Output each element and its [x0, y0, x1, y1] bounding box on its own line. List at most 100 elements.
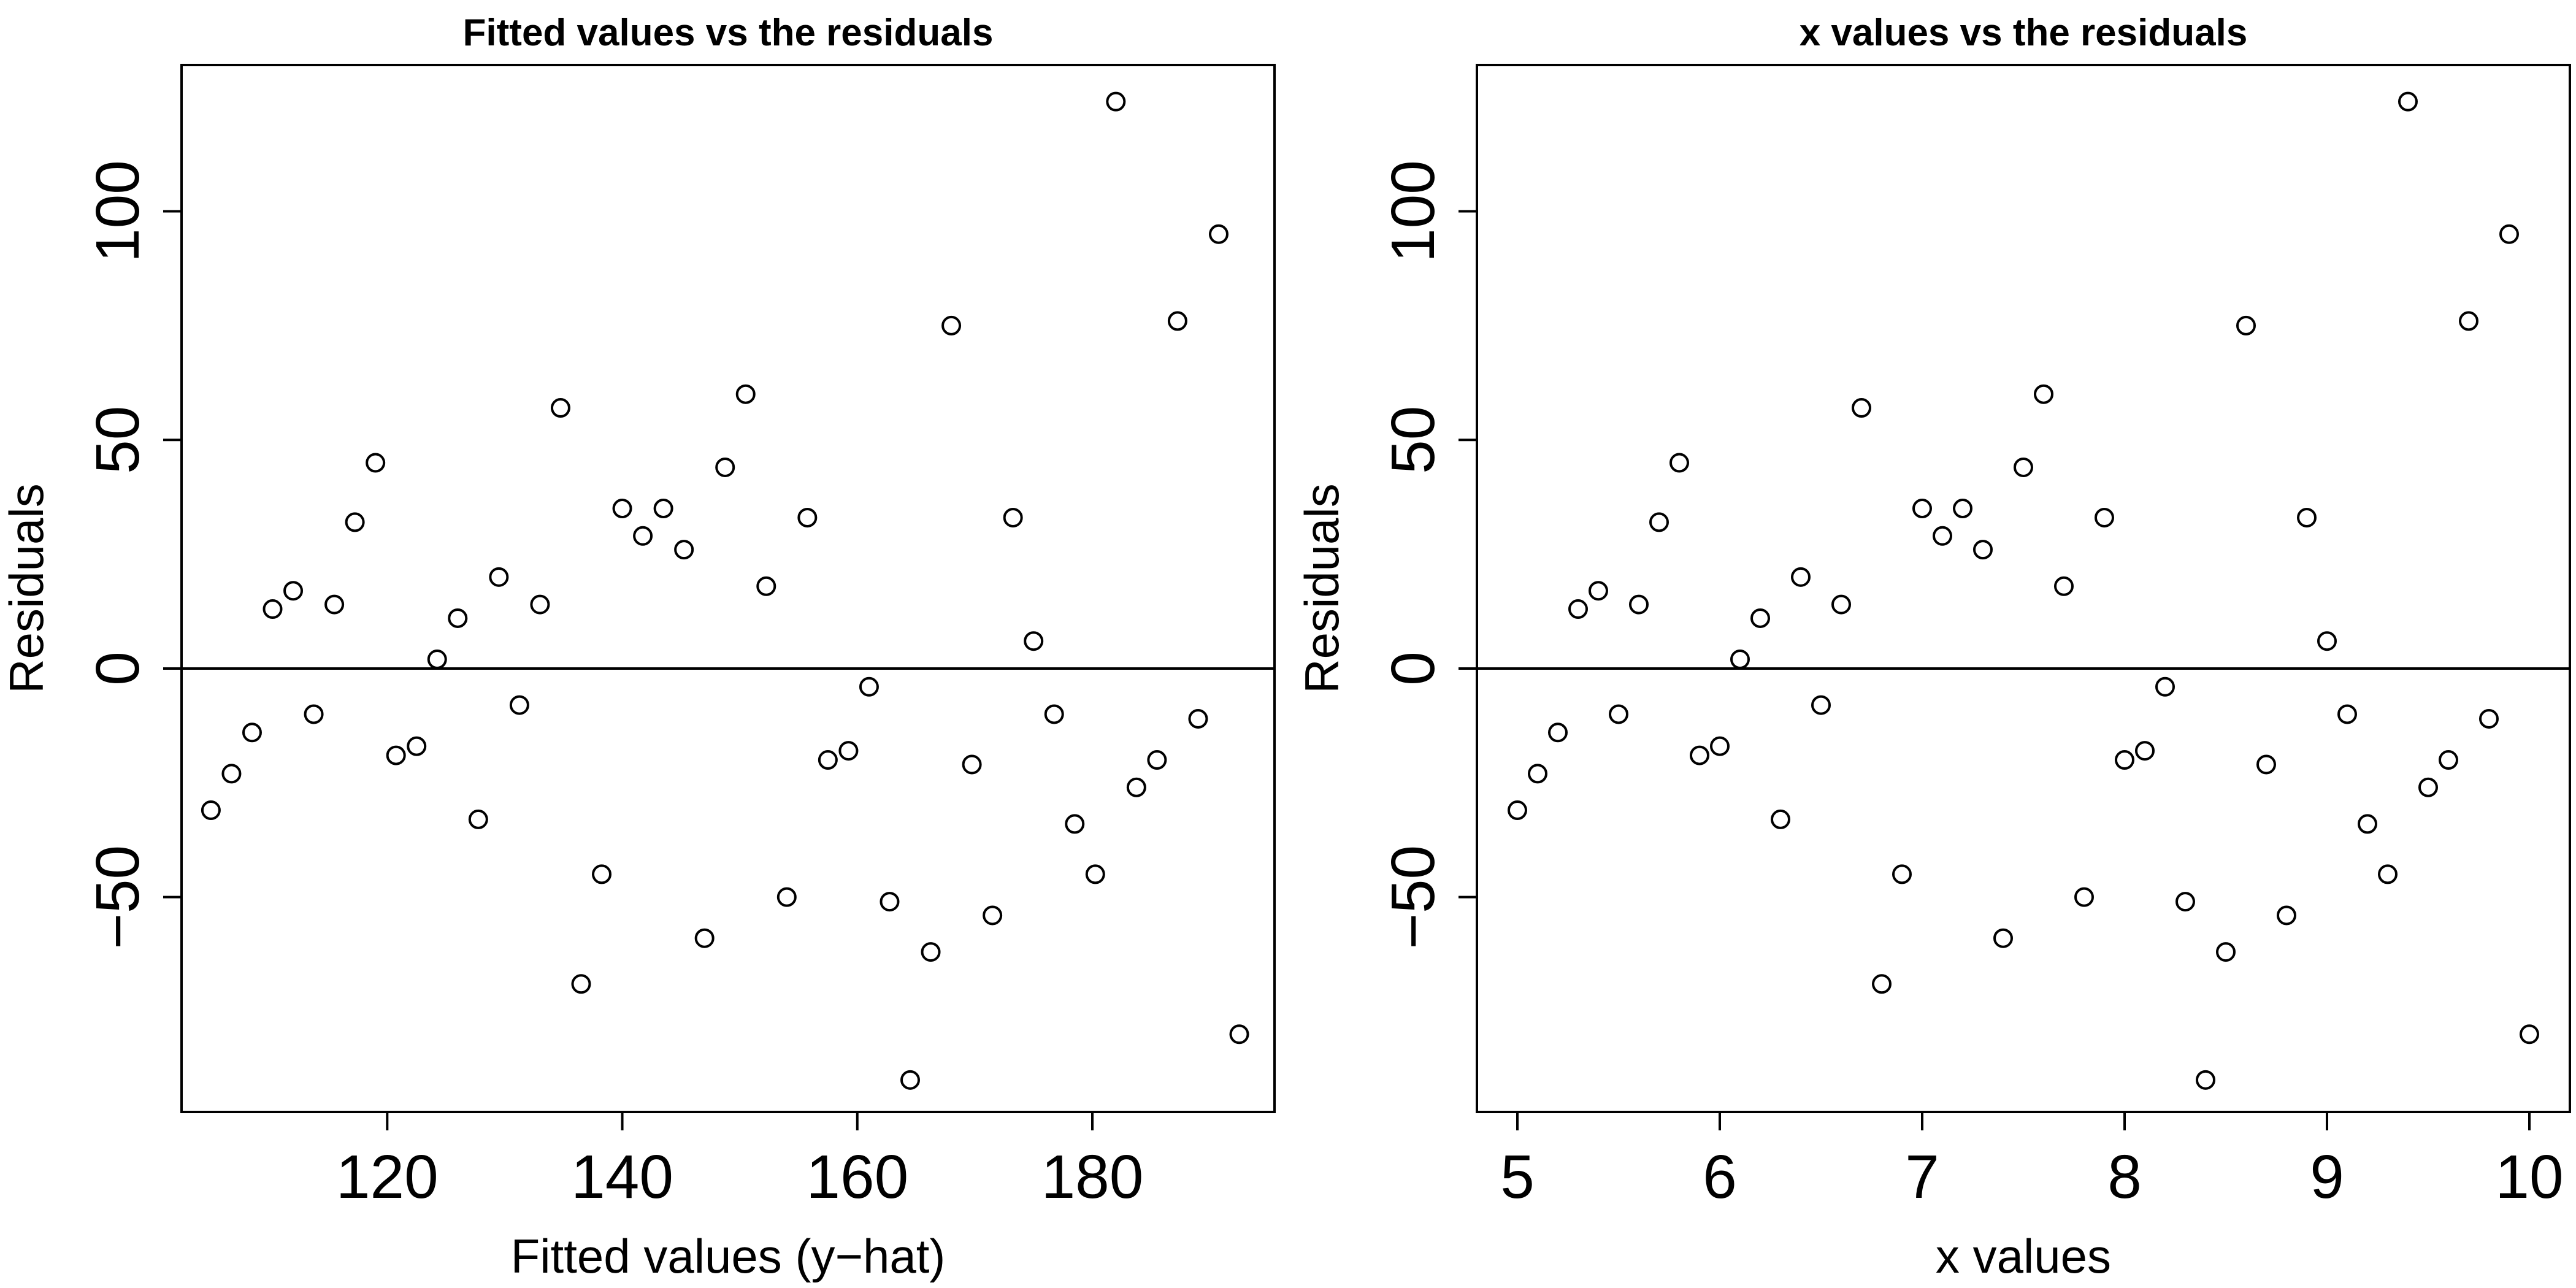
data-point: [797, 507, 818, 527]
data-point: [2398, 91, 2418, 112]
data-point: [2115, 750, 2134, 770]
data-point: [1609, 704, 1628, 724]
data-point: [1188, 708, 1208, 729]
data-point: [263, 599, 283, 619]
data-point: [242, 723, 262, 743]
data-point: [715, 457, 735, 477]
x-tick-label: 9: [2310, 1143, 2344, 1211]
y-tick-label: 0: [83, 651, 152, 686]
data-point: [962, 754, 982, 775]
data-point: [1669, 453, 1689, 473]
data-point: [674, 540, 694, 560]
chart-title: Fitted values vs the residuals: [463, 12, 994, 54]
data-point: [612, 499, 632, 519]
data-point: [2277, 905, 2296, 926]
x-tick-label: 10: [2495, 1143, 2563, 1211]
data-point: [1085, 864, 1105, 884]
x-tick-label: 120: [336, 1143, 439, 1211]
data-point: [2175, 892, 2195, 912]
data-point: [1044, 704, 1064, 724]
data-point: [1892, 864, 1912, 884]
data-point: [859, 677, 879, 697]
data-point: [345, 512, 365, 532]
data-point: [1953, 499, 1972, 519]
data-point: [324, 594, 345, 615]
data-point: [201, 800, 221, 821]
data-point: [941, 315, 962, 335]
data-point: [2479, 708, 2499, 729]
data-point: [571, 974, 591, 994]
data-point: [818, 750, 838, 770]
y-tick-label: 100: [1379, 160, 1447, 263]
data-point: [1831, 594, 1851, 615]
data-point: [1003, 507, 1023, 527]
y-axis-label: Residuals: [0, 483, 53, 694]
x-axis-label: Fitted values (y−hat): [511, 1229, 946, 1283]
data-point: [1167, 311, 1187, 331]
data-point: [2439, 750, 2458, 770]
data-point: [2054, 576, 2074, 596]
y-tick-label: 50: [83, 406, 152, 474]
x-tick-label: 7: [1905, 1143, 1939, 1211]
y-tick-label: 0: [1379, 651, 1447, 686]
data-point: [2358, 814, 2377, 834]
data-point: [2074, 887, 2094, 907]
data-point: [1750, 608, 1770, 628]
data-point: [1147, 750, 1167, 770]
y-tick-label: −50: [83, 845, 152, 949]
data-point: [2297, 507, 2317, 527]
data-point: [2337, 704, 2357, 724]
data-point: [283, 581, 304, 601]
data-point: [448, 608, 468, 628]
data-point: [1024, 631, 1044, 651]
data-point: [386, 745, 406, 765]
data-point: [1126, 777, 1146, 797]
y-axis-label: Residuals: [1295, 483, 1349, 694]
data-point: [1508, 800, 1527, 821]
x-tick-label: 6: [1703, 1143, 1737, 1211]
data-point: [1811, 695, 1831, 715]
chart-title: x values vs the residuals: [1800, 12, 2248, 54]
data-point: [1065, 814, 1085, 834]
data-point: [530, 594, 550, 615]
data-point: [1912, 499, 1932, 519]
x-vs-residuals-panel: 5 6 7 8 9 10 −50 0 50 100 x values vs the residual…: [1295, 12, 2571, 1283]
data-point: [983, 905, 1003, 926]
data-point: [592, 864, 612, 884]
data-point: [1208, 224, 1229, 244]
data-point: [2499, 224, 2519, 244]
data-point: [694, 928, 715, 948]
data-point: [407, 736, 427, 756]
data-point: [1229, 1024, 1249, 1045]
data-point: [2216, 942, 2236, 962]
x-tick-label: 5: [1500, 1143, 1535, 1211]
data-point: [304, 704, 324, 724]
data-point: [2095, 507, 2114, 527]
data-point: [1933, 526, 1952, 546]
data-point: [2236, 315, 2256, 335]
data-point: [2317, 631, 2337, 651]
data-point: [2014, 457, 2033, 477]
data-point: [1629, 594, 1649, 615]
data-point: [1852, 398, 1871, 418]
data-point: [1568, 599, 1588, 619]
x-tick-label: 8: [2107, 1143, 2142, 1211]
data-point: [1548, 723, 1568, 743]
data-point: [1106, 91, 1126, 112]
plot-frame: [1476, 64, 2571, 1113]
data-point: [2520, 1024, 2539, 1045]
data-point: [221, 764, 242, 784]
data-point: [838, 741, 859, 761]
data-point: [1528, 764, 1547, 784]
data-point: [1872, 974, 1892, 994]
x-tick-label: 180: [1041, 1143, 1144, 1211]
data-point: [1791, 567, 1811, 587]
data-point: [427, 650, 447, 670]
data-point: [1649, 512, 1669, 532]
data-point: [2418, 777, 2438, 797]
data-point: [2256, 754, 2276, 775]
y-tick-label: 50: [1379, 406, 1447, 474]
data-point: [1993, 928, 2013, 948]
data-point: [735, 384, 756, 404]
